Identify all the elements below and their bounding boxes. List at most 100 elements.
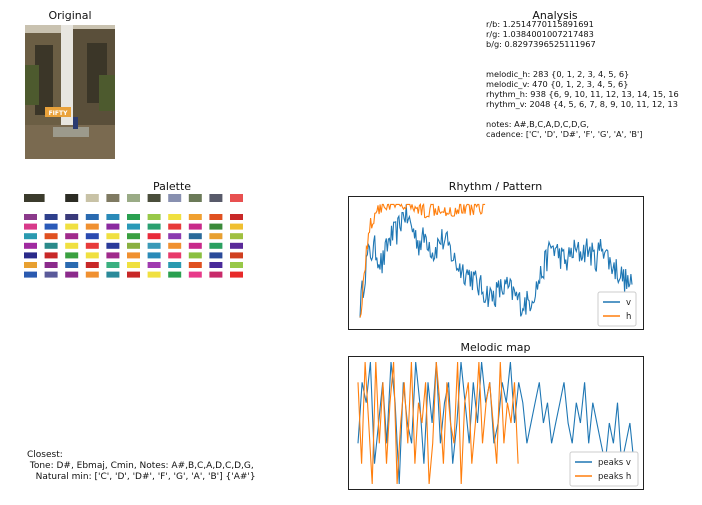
palette-grid-swatch [24,252,37,259]
palette-grid-swatch [85,271,99,278]
analysis-line [486,109,700,119]
palette-top-swatch [106,194,120,202]
palette-top-swatch [65,194,79,202]
palette-grid-swatch [24,233,37,240]
palette-grid-swatch [230,223,243,230]
palette-grid-swatch [65,252,79,259]
analysis-line: b/g: 0.8297396525111967 [486,39,596,49]
closest-line: Natural min: ['C', 'D', 'D#', 'F', 'G', … [27,472,256,482]
analysis-line: notes: A#,B,C,A,D,C,D,G, [486,119,589,129]
palette-grid-swatch [65,214,79,220]
palette-grid-swatch [85,262,99,268]
plot-frame [348,356,644,490]
palette-grid-swatch [24,262,37,268]
palette-grid-swatch [44,252,58,259]
palette-grid-swatch [44,233,58,240]
palette-grid-swatch [65,223,79,230]
original-title: Original [48,9,92,22]
palette-grid-swatch [147,252,161,259]
palette-grid-swatch [188,271,202,278]
analysis-title: Analysis [532,9,578,22]
analysis-line: melodic_h: 283 {0, 1, 2, 3, 4, 5, 6} [486,69,630,79]
palette-grid-swatch [85,223,99,230]
melodic-chart: peaks v peaks h [348,356,644,490]
palette-grid-swatch [127,242,140,249]
palette-grid-swatch [230,233,243,240]
palette-grid-swatch [168,242,182,249]
palette-grid-swatch [65,233,79,240]
palette-grid-swatch [209,271,223,278]
palette-grid-swatch [106,242,120,249]
photo-foliage-right [99,75,115,111]
series-line-peaks-h [357,361,519,485]
palette-grid-swatch [147,233,161,240]
palette-top-swatch [188,194,202,202]
palette-grid-swatch [24,214,37,220]
photo-rock-shadow [35,45,53,115]
palette-grid-swatch [188,252,202,259]
palette-grid-swatch [65,271,79,278]
photo-pool [53,127,89,137]
palette-grid-swatch [24,271,37,278]
palette-grid-swatch [106,214,120,220]
photo-foliage-left [25,65,39,105]
palette-grid-swatch [230,252,243,259]
palette-grid-swatch [209,262,223,268]
palette-grid-swatch [44,242,58,249]
legend-box [569,451,639,487]
legend: peaks v peaks h [569,451,639,487]
palette-grid-swatch [168,271,182,278]
photo-person [73,117,78,129]
palette-grid-swatch [188,262,202,268]
palette-grid-swatch [127,233,140,240]
palette-grid-swatch [209,233,223,240]
palette-grid-swatch [106,262,120,268]
palette-grid-swatch [209,252,223,259]
palette-grid-swatch [44,214,58,220]
palette-grid-swatch [65,262,79,268]
palette-grid-swatch [85,233,99,240]
palette-grid-swatch [230,271,243,278]
palette-grid-swatch [127,252,140,259]
palette-grid-swatch [44,271,58,278]
analysis-line: melodic_v: 470 {0, 1, 2, 3, 4, 5, 6} [486,79,629,89]
palette-grid-swatch [127,214,140,220]
palette-grid-swatch [127,271,140,278]
palette-grid-swatch [147,262,161,268]
palette-grid-swatch [209,223,223,230]
palette-grid-swatch [168,214,182,220]
palette-grid-swatch [209,214,223,220]
palette-grid-swatch [188,223,202,230]
closest-line: Closest: [27,450,63,460]
palette-grid-swatch [85,252,99,259]
palette-top-swatch [230,194,243,202]
palette-grid-swatch [230,214,243,220]
legend-box [597,291,637,327]
palette-top-swatch [24,194,50,202]
photo-sign-text: FIFTY [49,110,69,117]
palette-grid-swatch [106,271,120,278]
analysis-line [486,49,700,59]
palette-grid-swatch [209,242,223,249]
analysis-line: rhythm_h: 938 {6, 9, 10, 11, 12, 13, 14,… [486,89,679,99]
palette-top-swatch [168,194,182,202]
palette-grid-swatch [24,242,37,249]
analysis-line: r/g: 1.0384001007217483 [486,29,594,39]
palette-grid-swatch [168,252,182,259]
palette-grid-swatch [147,214,161,220]
analysis-line [486,59,700,69]
palette-grid-swatch [147,223,161,230]
melodic-chart-title: Melodic map [460,341,531,354]
legend-label: peaks v [598,458,631,468]
palette-grid-swatch [127,223,140,230]
palette-grid-swatch [188,242,202,249]
palette-grid-swatch [168,262,182,268]
palette-grid-swatch [24,223,37,230]
palette-grid-swatch [106,223,120,230]
palette-grid-swatch [230,262,243,268]
palette-title: Palette [152,180,192,193]
palette-top-swatch [127,194,140,202]
legend: vh [597,291,637,327]
palette-grid-swatch [44,262,58,268]
analysis-line: cadence: ['C', 'D', 'D#', 'F', 'G', 'A',… [486,129,643,139]
